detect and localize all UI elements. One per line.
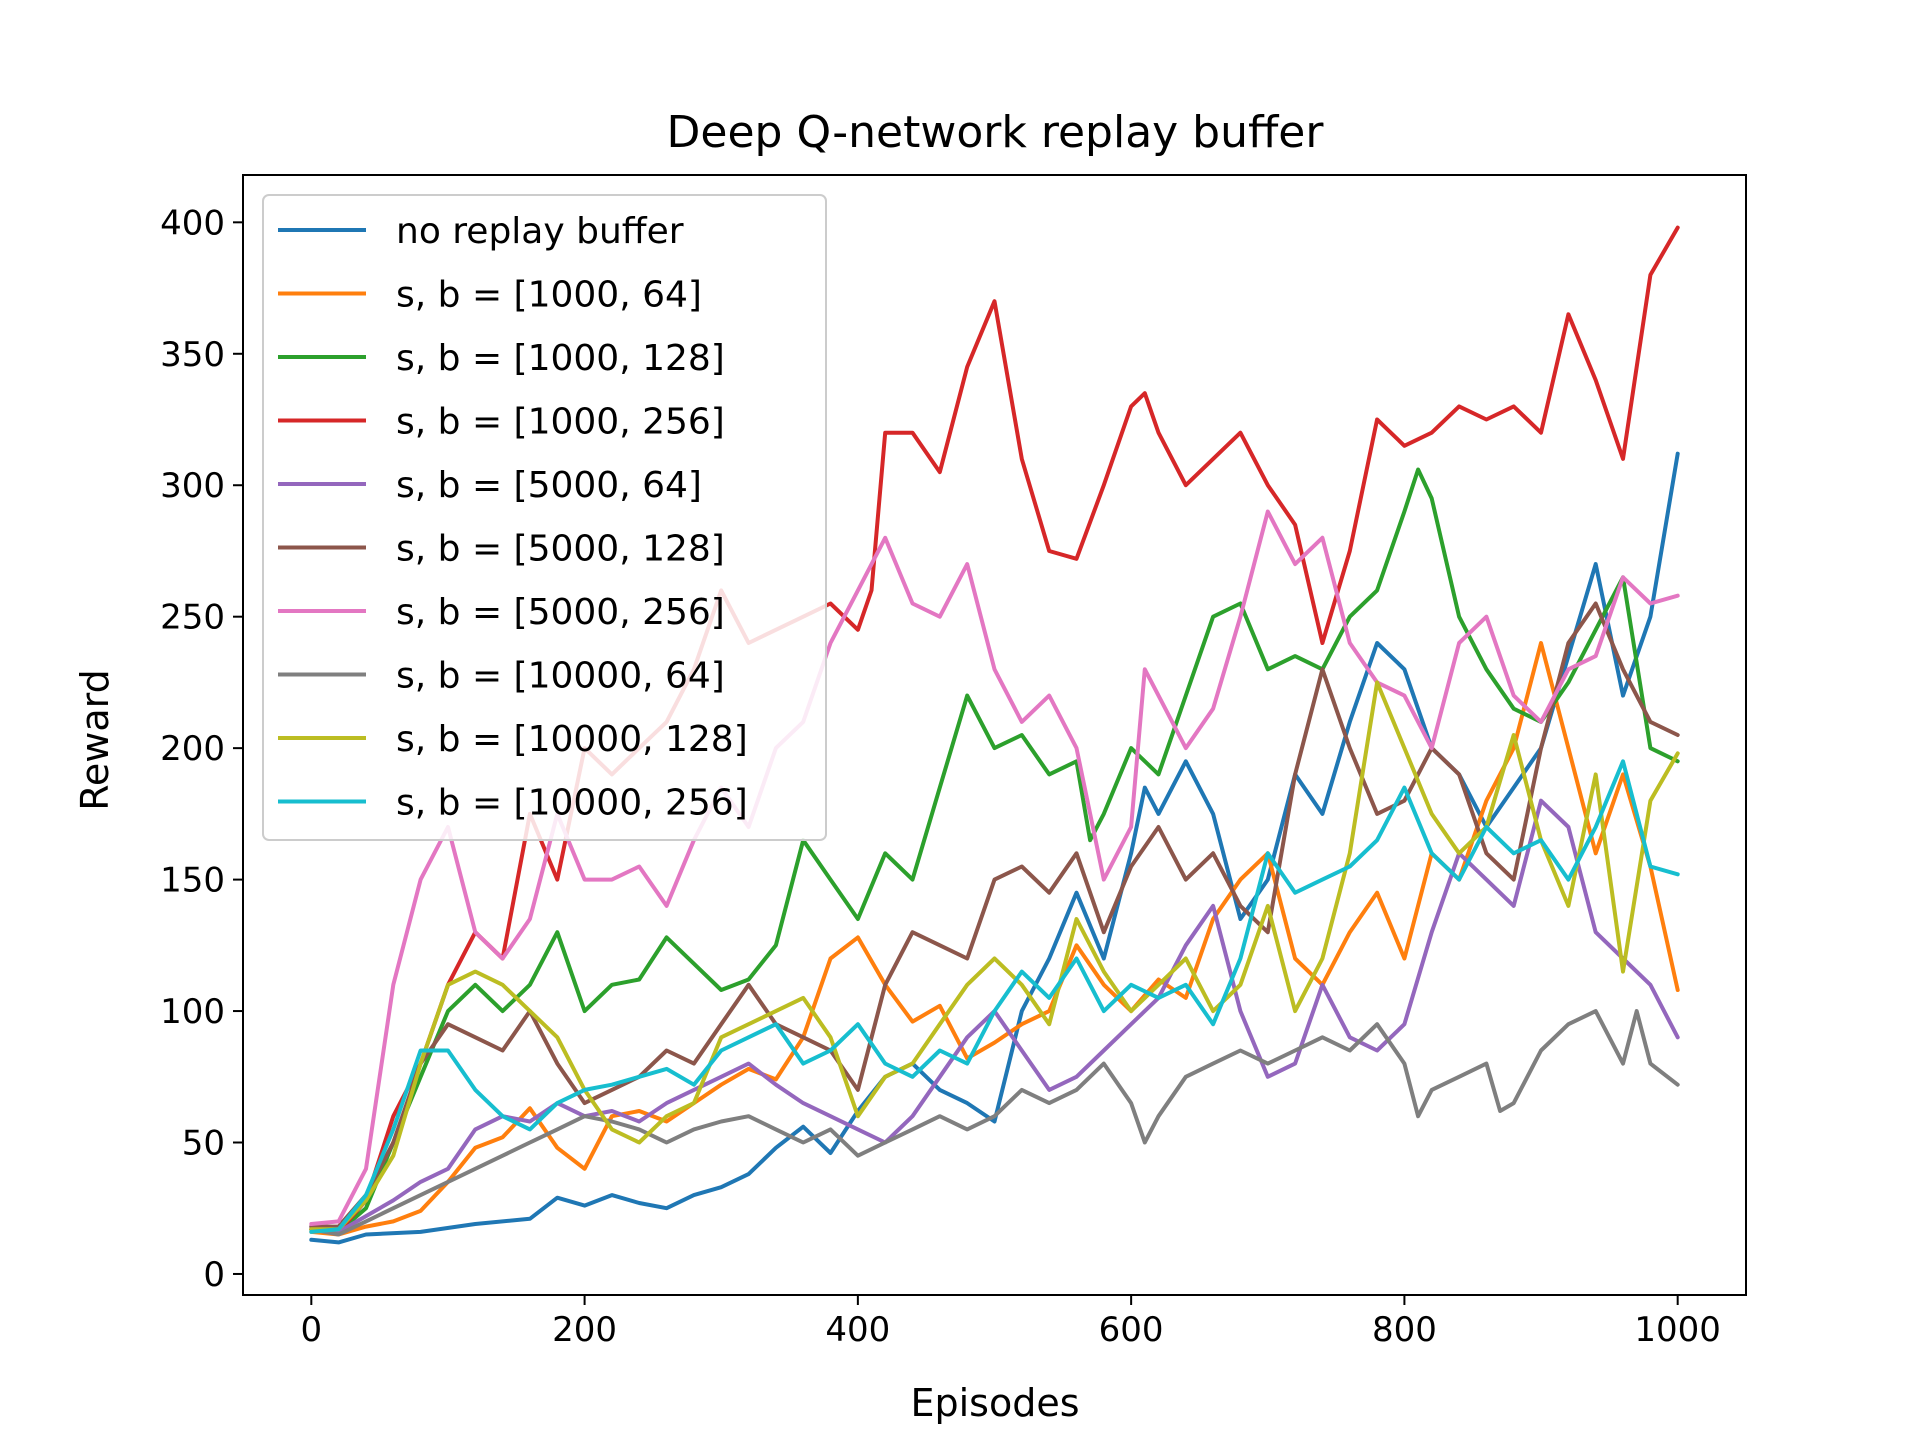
x-tick-label: 0 <box>300 1310 322 1350</box>
legend: no replay buffer s, b = [1000, 64] s, b = … <box>262 194 827 841</box>
legend-entry-label: s, b = [10000, 256] <box>396 783 748 824</box>
legend-entry-label: s, b = [5000, 128] <box>396 529 725 570</box>
plot-area-frame <box>242 174 1747 1296</box>
y-axis: 0 50 100 150 200 250 300 350 400 <box>160 203 243 1295</box>
x-tick-label: 200 <box>552 1310 617 1350</box>
legend-frame <box>262 194 827 841</box>
y-tick-label: 300 <box>160 466 225 506</box>
y-tick-label: 200 <box>160 729 225 769</box>
series-line-9 <box>309 680 1680 1232</box>
x-tick-label: 600 <box>1099 1310 1164 1350</box>
x-tick-label: 800 <box>1372 1310 1437 1350</box>
x-axis: 0 200 400 600 800 1000 <box>300 1295 1721 1350</box>
y-tick-label: 400 <box>160 203 225 243</box>
y-tick-label: 50 <box>182 1124 225 1164</box>
legend-entry-label: s, b = [5000, 256] <box>396 592 725 633</box>
legend-entry-label: s, b = [1000, 64] <box>396 275 702 316</box>
legend-entry-label: s, b = [10000, 128] <box>396 719 748 760</box>
x-tick-label: 1000 <box>1634 1310 1721 1350</box>
y-tick-label: 250 <box>160 598 225 638</box>
legend-entry-label: s, b = [1000, 128] <box>396 338 725 379</box>
series-line-8 <box>309 1009 1680 1237</box>
x-axis-label: Episodes <box>910 1381 1079 1425</box>
y-axis-label: Reward <box>73 669 117 811</box>
x-tick-label: 400 <box>825 1310 890 1350</box>
chart-title: Deep Q-network replay buffer <box>667 107 1325 158</box>
legend-entry-label: s, b = [1000, 256] <box>396 402 725 443</box>
series-line-6 <box>309 601 1680 1229</box>
y-tick-label: 100 <box>160 992 225 1032</box>
y-tick-label: 350 <box>160 335 225 375</box>
legend-entry-label: s, b = [5000, 64] <box>396 465 702 506</box>
series-line-7 <box>309 509 1680 1226</box>
series-line-4 <box>309 225 1680 1234</box>
series-line-10 <box>309 759 1680 1234</box>
series-line-3 <box>309 467 1680 1234</box>
legend-entry-label: s, b = [10000, 64] <box>396 656 725 697</box>
series-lines <box>309 225 1680 1245</box>
y-tick-label: 150 <box>160 861 225 901</box>
y-tick-label: 0 <box>203 1255 225 1295</box>
legend-entry-label: no replay buffer <box>396 211 684 252</box>
